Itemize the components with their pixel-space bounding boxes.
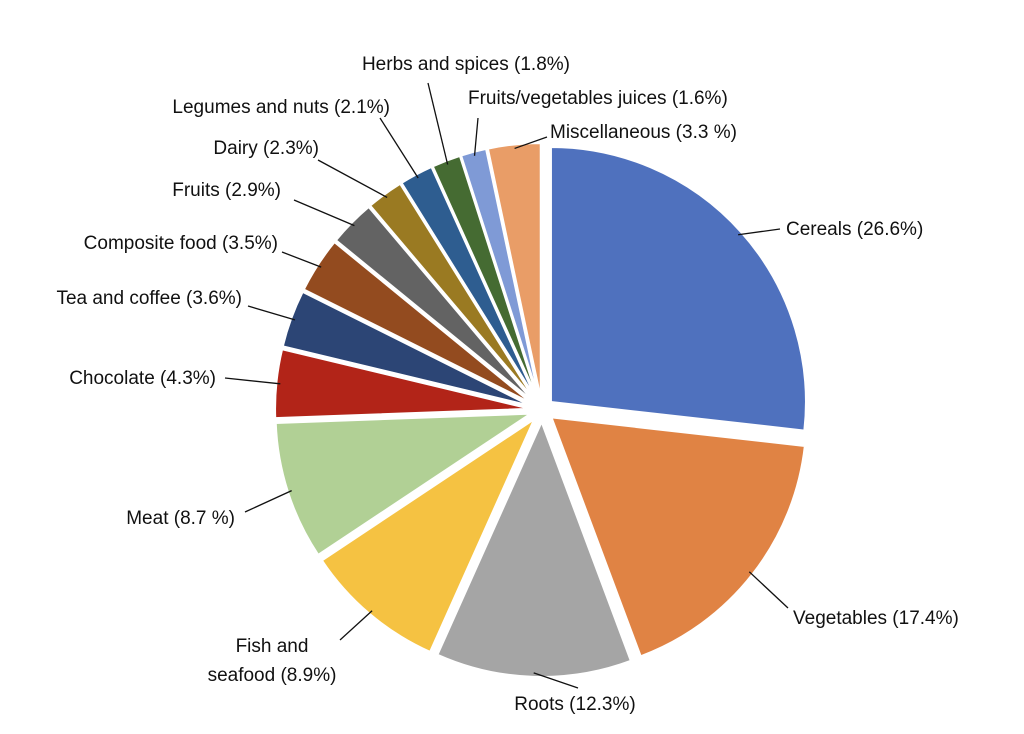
slice-label-12: Herbs and spices (1.8%) — [362, 54, 570, 75]
pie-slice-3 — [436, 419, 633, 678]
slice-label-14: Miscellaneous (3.3 %) — [550, 122, 737, 143]
slice-label-13: Fruits/vegetables juices (1.6%) — [468, 88, 728, 109]
slice-label-7: Tea and coffee (3.6%) — [56, 288, 242, 309]
leaders-layer — [224, 82, 789, 689]
leader-line-10 — [317, 159, 388, 198]
slice-label-4: Fish and seafood (8.9%) — [208, 636, 337, 686]
pie-slice-14 — [486, 142, 542, 399]
leader-line-9 — [293, 199, 355, 227]
pie-slice-1 — [549, 146, 807, 432]
slice-label-5: Meat (8.7 %) — [126, 508, 235, 529]
leader-line-7 — [247, 305, 296, 321]
slice-label-11: Legumes and nuts (2.1%) — [172, 97, 390, 118]
slice-label-10: Dairy (2.3%) — [213, 138, 319, 159]
slice-label-8: Composite food (3.5%) — [84, 233, 278, 254]
pie-slice-8 — [302, 240, 533, 405]
slice-label-9: Fruits (2.9%) — [172, 180, 281, 201]
leader-line-11 — [379, 117, 419, 179]
leader-line-6 — [224, 377, 281, 385]
slice-label-3: Roots (12.3%) — [514, 694, 635, 715]
pie-slice-9 — [334, 205, 535, 403]
leader-line-12 — [427, 82, 449, 165]
slice-label-6: Chocolate (4.3%) — [69, 368, 216, 389]
leader-line-8 — [281, 251, 322, 268]
pie-slice-13 — [459, 147, 540, 399]
labels-layer: Cereals (26.6%) Vegetables (17.4%) Roots (… — [56, 54, 958, 715]
leader-line-4 — [339, 610, 373, 641]
slices-layer — [274, 142, 807, 678]
leader-line-13 — [473, 117, 479, 156]
leader-line-3 — [533, 672, 579, 689]
slice-label-2: Vegetables (17.4%) — [793, 608, 959, 629]
pie-slice-10 — [368, 182, 536, 401]
leader-line-14 — [514, 136, 548, 150]
leader-line-1 — [738, 228, 781, 236]
leader-line-5 — [244, 490, 292, 513]
slice-label-1: Cereals (26.6%) — [786, 219, 923, 240]
leader-line-2 — [748, 571, 789, 609]
